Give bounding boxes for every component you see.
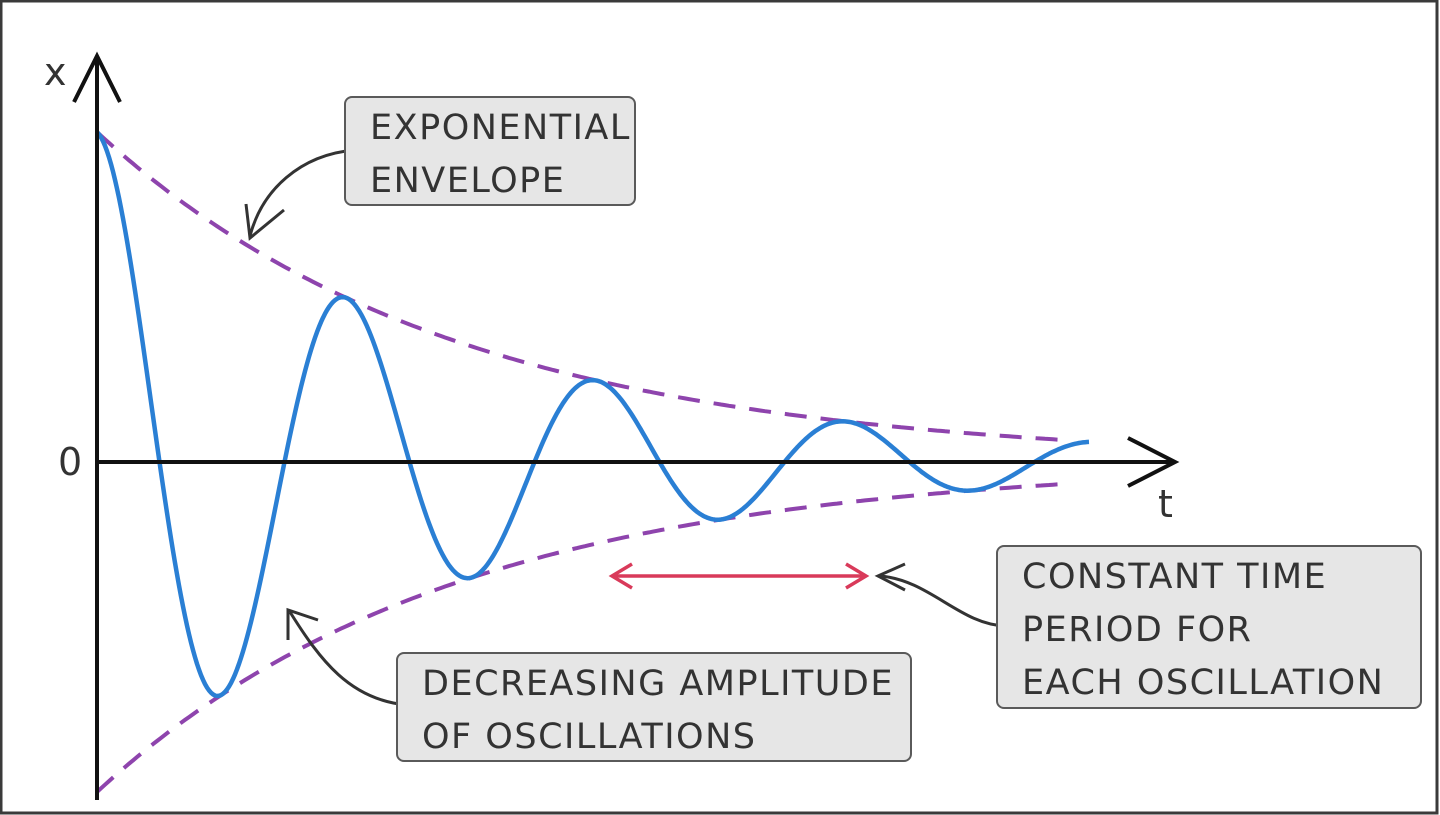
period-double-arrow (608, 562, 870, 590)
amplitude-pointer-arrowhead (286, 607, 319, 640)
constant-period-label: CONSTANT TIME PERIOD FOR EACH OSCILLATIO… (996, 545, 1422, 709)
decreasing-amplitude-label: DECREASING AMPLITUDE OF OSCILLATIONS (396, 652, 912, 762)
amplitude-pointer-arrow (288, 611, 408, 707)
envelope-label-line-1: EXPONENTIAL (370, 108, 631, 148)
lower-exponential-envelope (95, 481, 1070, 794)
y-axis-arrowhead (72, 51, 122, 103)
x-axis-arrowhead (1127, 436, 1180, 488)
amplitude-label-line-1: DECREASING AMPLITUDE (422, 664, 894, 704)
x-axis-label: t (1158, 482, 1173, 526)
amplitude-label-line-2: OF OSCILLATIONS (422, 717, 757, 757)
exponential-envelope-label: EXPONENTIAL ENVELOPE (344, 96, 636, 206)
envelope-pointer-arrow (248, 148, 355, 237)
damped-wave-curve (95, 130, 1090, 699)
origin-label: 0 (58, 440, 83, 484)
envelope-label-line-2: ENVELOPE (370, 161, 566, 201)
period-pointer-arrow (879, 574, 1007, 628)
period-pointer-arrowhead (874, 562, 906, 592)
envelope-pointer-arrowhead (244, 203, 285, 241)
upper-exponential-envelope (95, 130, 1070, 443)
period-label-line-2: PERIOD FOR (1022, 610, 1253, 650)
period-label-line-1: CONSTANT TIME (1022, 557, 1328, 597)
y-axis-label: x (44, 50, 67, 94)
period-label-line-3: EACH OSCILLATION (1022, 663, 1385, 703)
